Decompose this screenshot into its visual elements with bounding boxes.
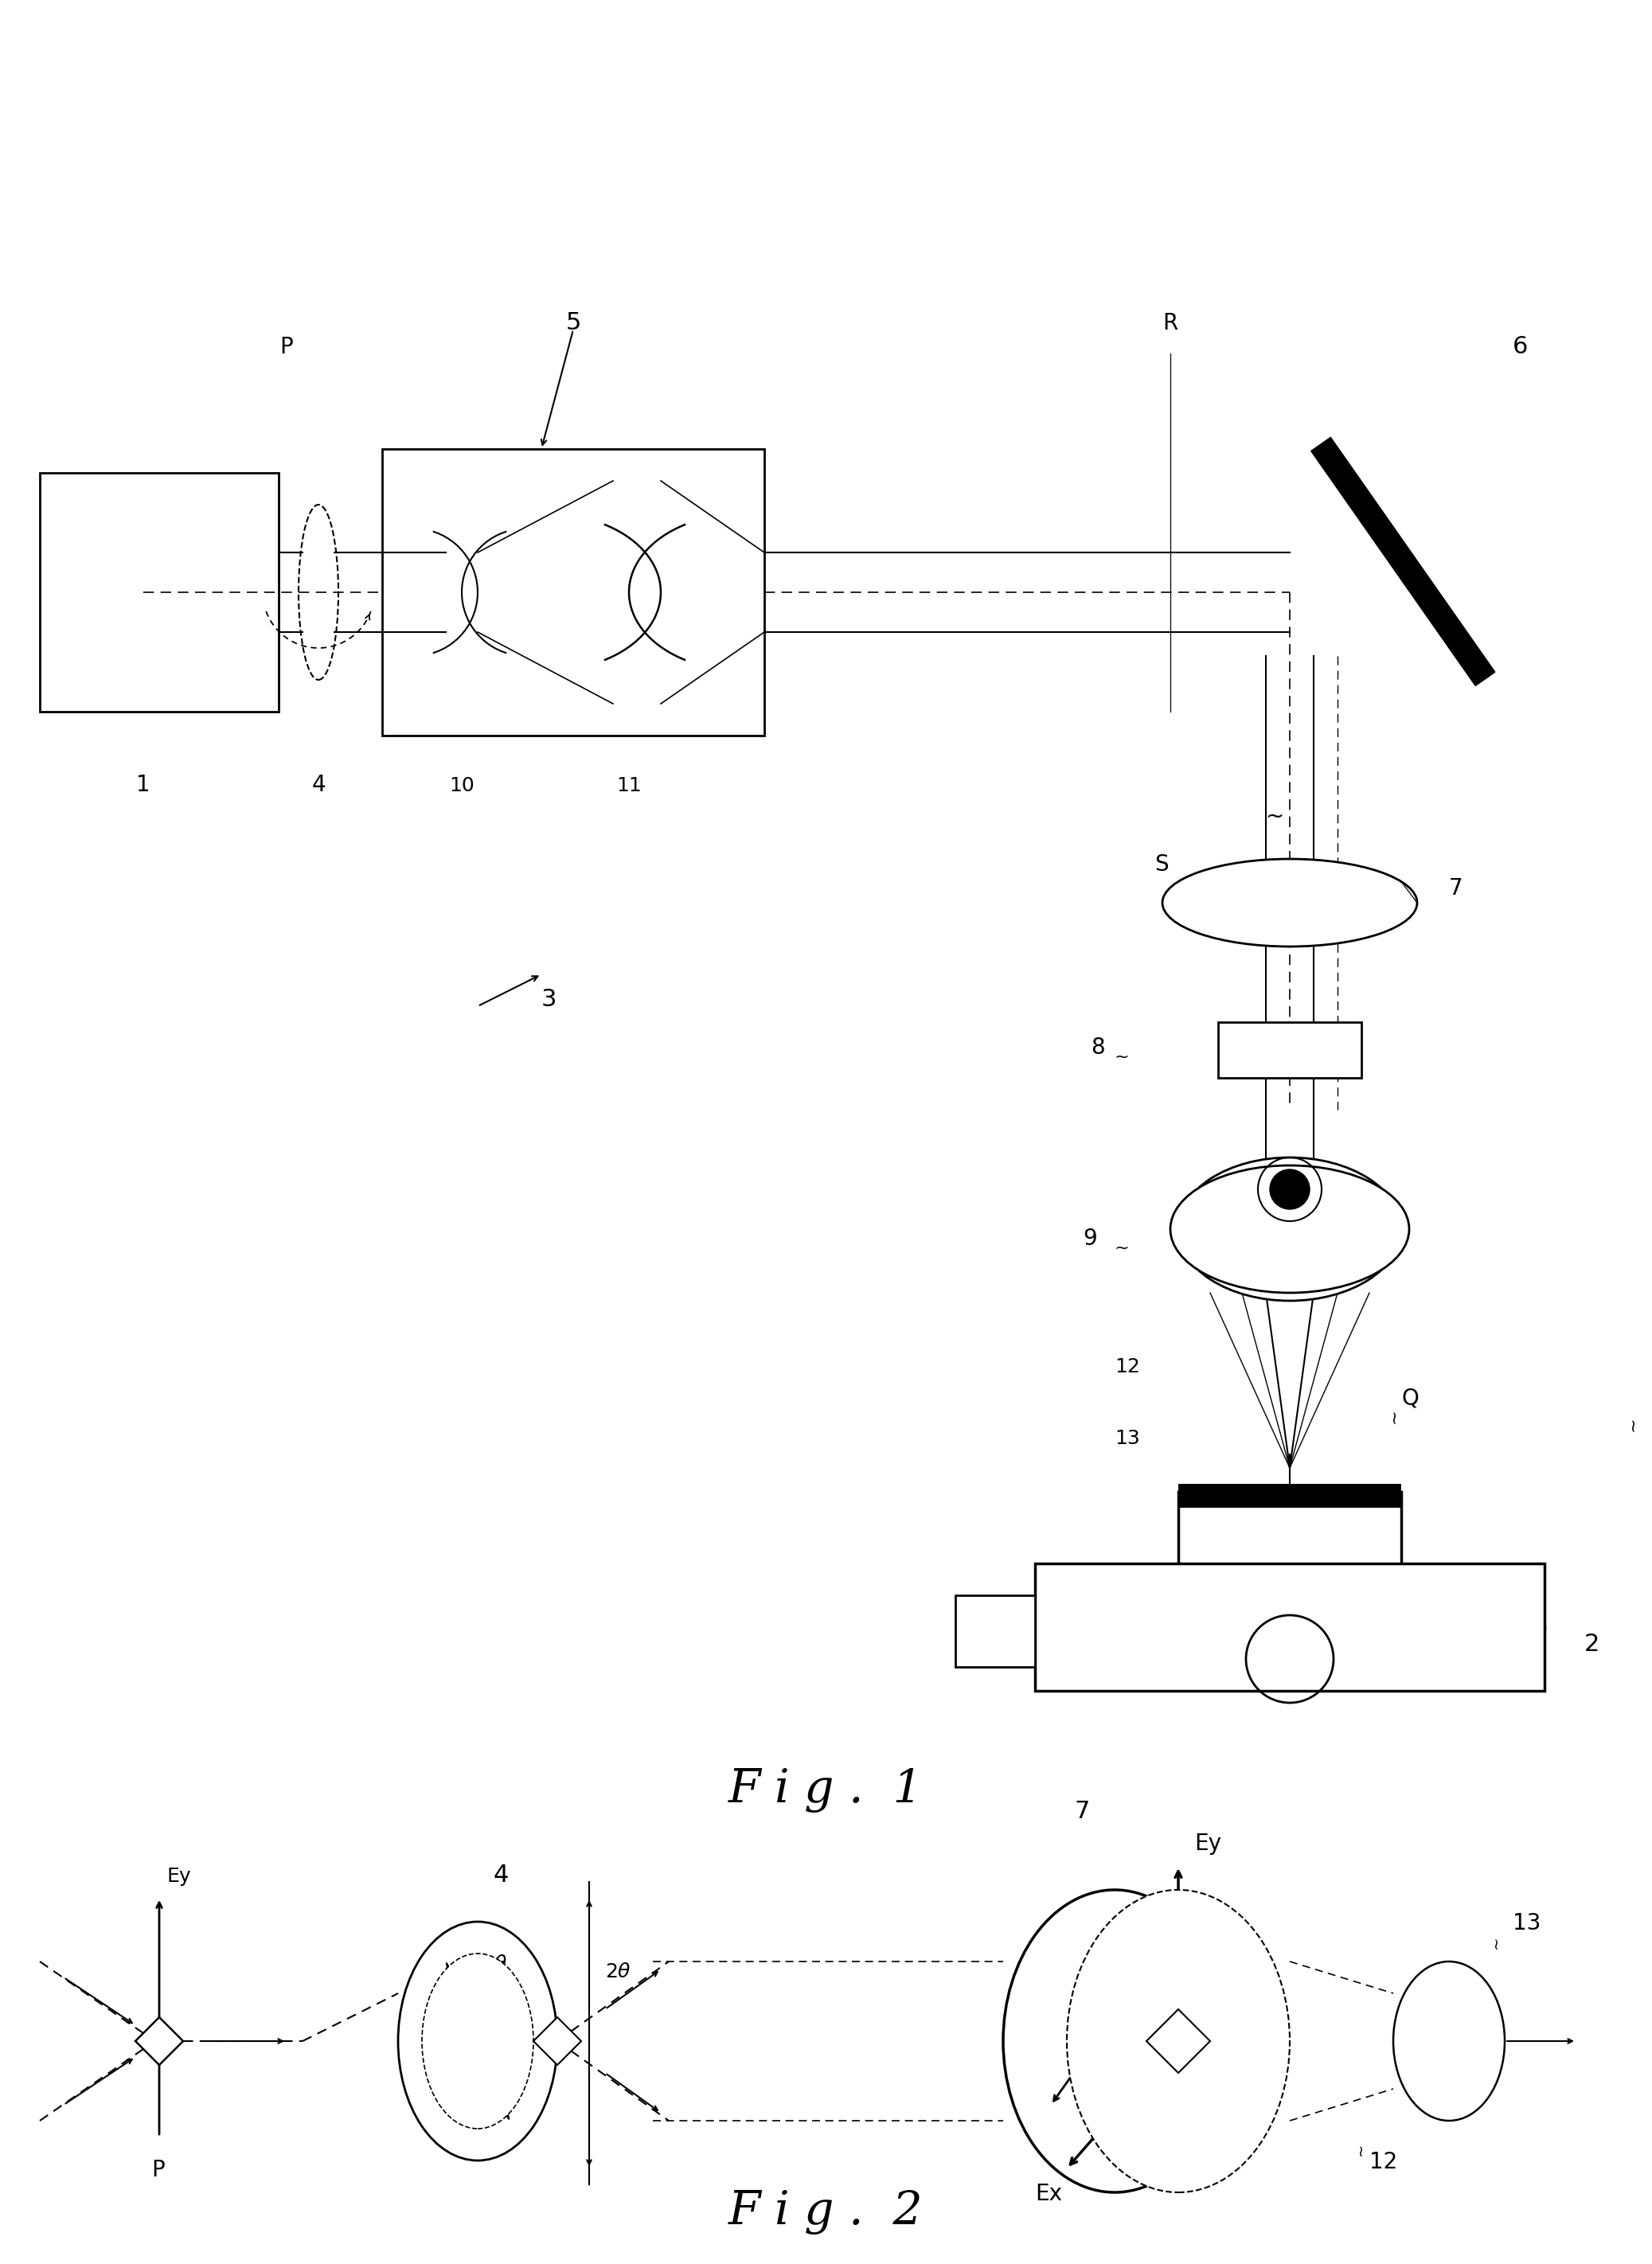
Text: 10: 10 bbox=[449, 777, 474, 795]
Text: ~: ~ bbox=[1265, 806, 1285, 829]
Text: 4: 4 bbox=[494, 1863, 509, 1886]
Ellipse shape bbox=[1393, 1961, 1505, 2121]
Text: $2\theta$: $2\theta$ bbox=[605, 1963, 631, 1981]
Text: 4: 4 bbox=[312, 774, 325, 797]
Text: 9: 9 bbox=[1082, 1227, 1097, 1250]
Ellipse shape bbox=[1178, 1157, 1401, 1302]
Text: $\theta$: $\theta$ bbox=[494, 1954, 507, 1974]
Text: Ey: Ey bbox=[1313, 1175, 1338, 1193]
Text: ~: ~ bbox=[1488, 1936, 1503, 1949]
Text: Ex: Ex bbox=[1036, 2182, 1062, 2205]
Ellipse shape bbox=[1003, 1890, 1226, 2192]
Text: 7: 7 bbox=[1449, 876, 1464, 899]
Text: P: P bbox=[279, 335, 294, 358]
Ellipse shape bbox=[421, 1954, 534, 2128]
Bar bbox=[1178, 1492, 1401, 1571]
Bar bbox=[40, 473, 279, 711]
Ellipse shape bbox=[1170, 1166, 1409, 1293]
Text: 13: 13 bbox=[1513, 1913, 1541, 1933]
Text: 7: 7 bbox=[1075, 1800, 1090, 1823]
Polygon shape bbox=[1146, 2008, 1211, 2074]
Text: R: R bbox=[1163, 312, 1178, 335]
Text: F i g .  1: F i g . 1 bbox=[729, 1768, 923, 1813]
Text: ~: ~ bbox=[1115, 1241, 1130, 1257]
Text: ~: ~ bbox=[1624, 1417, 1640, 1431]
Text: P: P bbox=[152, 2160, 165, 2180]
Text: 1: 1 bbox=[135, 774, 150, 797]
Ellipse shape bbox=[1067, 1890, 1290, 2192]
Text: F i g .  2: F i g . 2 bbox=[729, 2189, 923, 2235]
Bar bbox=[1036, 1564, 1545, 1691]
Text: 2: 2 bbox=[1584, 1632, 1599, 1655]
Ellipse shape bbox=[398, 1922, 557, 2160]
Circle shape bbox=[1270, 1170, 1310, 1209]
Bar bbox=[955, 1596, 1036, 1666]
Text: Ey: Ey bbox=[1194, 1832, 1221, 1854]
Text: Q: Q bbox=[1401, 1388, 1419, 1408]
Text: ~: ~ bbox=[1115, 1048, 1130, 1064]
Text: S: S bbox=[1155, 854, 1168, 876]
Ellipse shape bbox=[299, 505, 339, 679]
Text: 5: 5 bbox=[565, 310, 582, 335]
Bar bbox=[1218, 1021, 1361, 1078]
Bar bbox=[1178, 1483, 1401, 1508]
Text: 8: 8 bbox=[1090, 1037, 1105, 1060]
Polygon shape bbox=[534, 2017, 582, 2065]
Text: Ey: Ey bbox=[167, 1868, 192, 1886]
Bar bbox=[382, 448, 765, 736]
Ellipse shape bbox=[1163, 858, 1417, 946]
Text: 11: 11 bbox=[616, 777, 641, 795]
Polygon shape bbox=[1312, 437, 1495, 686]
Text: ~: ~ bbox=[1386, 1408, 1401, 1424]
Text: ~: ~ bbox=[1353, 2142, 1368, 2155]
Text: 13: 13 bbox=[1115, 1429, 1140, 1449]
Polygon shape bbox=[135, 2017, 183, 2065]
Text: 12: 12 bbox=[1115, 1358, 1140, 1377]
Text: 12: 12 bbox=[1370, 2151, 1398, 2173]
Text: 3: 3 bbox=[542, 987, 557, 1012]
Text: 6: 6 bbox=[1513, 335, 1528, 358]
Text: Ex.: Ex. bbox=[1242, 1175, 1272, 1193]
